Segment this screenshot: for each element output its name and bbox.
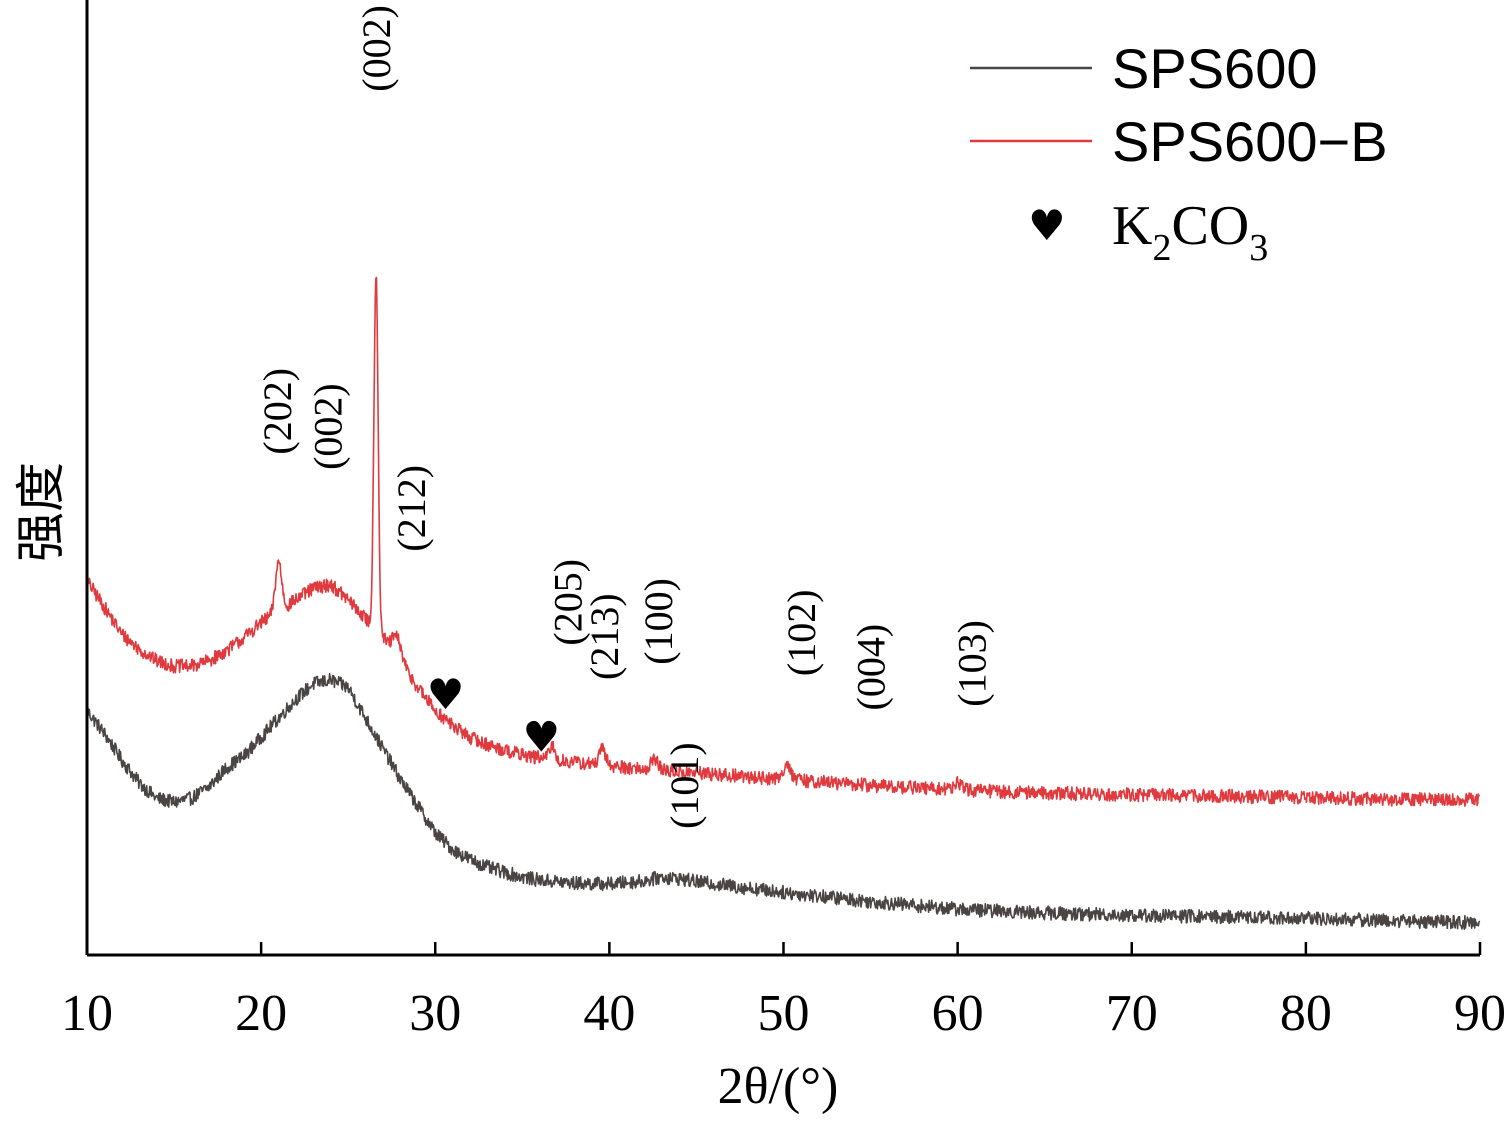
peak-label: (100): [636, 578, 681, 665]
x-tick-label: 20: [235, 985, 287, 1042]
peak-label: (002): [305, 383, 350, 470]
legend-label: SPS600: [1112, 37, 1318, 100]
y-axis-title: 强度: [12, 462, 70, 562]
x-tick-label: 80: [1280, 985, 1332, 1042]
x-tick-label: 40: [583, 985, 635, 1042]
k2co3-marker: ♥: [523, 712, 561, 761]
x-tick-label: 70: [1106, 985, 1158, 1042]
peak-label: (101): [662, 742, 707, 829]
x-axis-title: 2θ/(°): [718, 1058, 839, 1115]
series-line-1: [86, 672, 1481, 931]
peak-label: (004): [849, 624, 894, 711]
peak-label: (103): [950, 620, 995, 707]
peak-label: (212): [389, 465, 434, 552]
k2co3-marker: ♥: [427, 670, 465, 719]
x-tick-label: 90: [1454, 985, 1506, 1042]
x-tick-label: 50: [758, 985, 810, 1042]
x-tick-label: 30: [409, 985, 461, 1042]
x-tick-label: 10: [61, 985, 113, 1042]
peak-label: (002): [354, 5, 399, 92]
legend-marker-heart: ♥: [1028, 201, 1066, 250]
peak-label: (205): [546, 559, 591, 646]
peak-label: (213): [582, 593, 627, 680]
x-tick-label: 60: [932, 985, 984, 1042]
series-line-2: [86, 276, 1480, 807]
legend-label: SPS600−B: [1112, 110, 1388, 173]
peak-label: (102): [779, 589, 824, 676]
peak-label: (202): [255, 368, 300, 455]
legend-label-k2co3: K2CO3: [1112, 195, 1268, 269]
